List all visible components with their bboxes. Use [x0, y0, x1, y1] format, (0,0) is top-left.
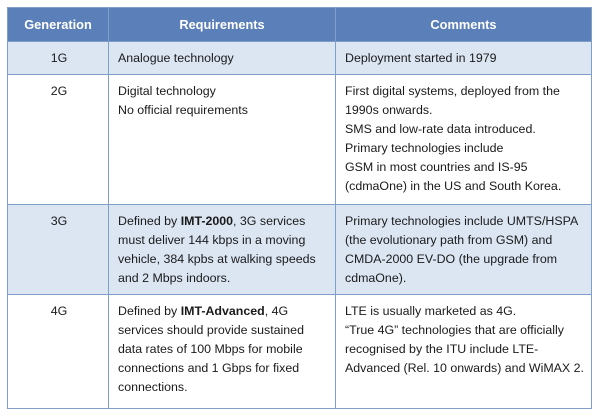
- text-line: First digital systems, deployed from the…: [345, 84, 560, 117]
- generations-table: Generation Requirements Comments 1G Anal…: [7, 7, 592, 409]
- header-row: Generation Requirements Comments: [7, 7, 592, 42]
- text: , 3G services must deliver 144 kbps in a…: [118, 214, 316, 285]
- text: Defined by: [118, 214, 181, 228]
- row: 3G Defined by IMT-2000, 3G services must…: [7, 204, 592, 295]
- row: 4G Defined by IMT-Advanced, 4G services …: [7, 294, 592, 409]
- text: Defined by: [118, 304, 181, 318]
- text-line: Analogue technology: [118, 51, 234, 65]
- text-line: No official requirements: [118, 103, 248, 117]
- text-line: Primary technologies include: [345, 141, 504, 155]
- generation-cell: 3G: [7, 204, 109, 295]
- generation-cell: 1G: [7, 41, 109, 75]
- comments-cell: Primary technologies include UMTS/HSPA (…: [335, 204, 592, 295]
- row: 2G Digital technology No official requir…: [7, 74, 592, 205]
- text-line: Deployment started in 1979: [345, 51, 497, 65]
- generation-cell: 2G: [7, 74, 109, 205]
- requirements-cell: Digital technology No official requireme…: [108, 74, 336, 205]
- text-line: Digital technology: [118, 84, 216, 98]
- text-line: Primary technologies include UMTS/HSPA (…: [345, 214, 578, 285]
- generation-cell: 4G: [7, 294, 109, 409]
- requirements-cell: Defined by IMT-Advanced, 4G services sho…: [108, 294, 336, 409]
- requirements-cell: Defined by IMT-2000, 3G services must de…: [108, 204, 336, 295]
- header-cell: Comments: [335, 7, 592, 42]
- row: 1G Analogue technology Deployment starte…: [7, 41, 592, 75]
- header-cell: Requirements: [108, 7, 336, 42]
- text-line: GSM in most countries and IS-95 (cdmaOne…: [345, 160, 562, 193]
- comments-cell: Deployment started in 1979: [335, 41, 592, 75]
- bold-text: IMT-2000: [180, 214, 234, 228]
- text-line: SMS and low-rate data introduced.: [345, 122, 536, 136]
- comments-cell: LTE is usually marketed as 4G. “True 4G”…: [335, 294, 592, 409]
- bold-text: IMT-Advanced: [180, 304, 265, 318]
- text-line: LTE is usually marketed as 4G.: [345, 304, 517, 318]
- requirements-cell: Analogue technology: [108, 41, 336, 75]
- text-line: “True 4G” technologies that are official…: [345, 323, 584, 375]
- text: , 4G services should provide sustained d…: [118, 304, 304, 394]
- header-cell: Generation: [7, 7, 109, 42]
- comments-cell: First digital systems, deployed from the…: [335, 74, 592, 205]
